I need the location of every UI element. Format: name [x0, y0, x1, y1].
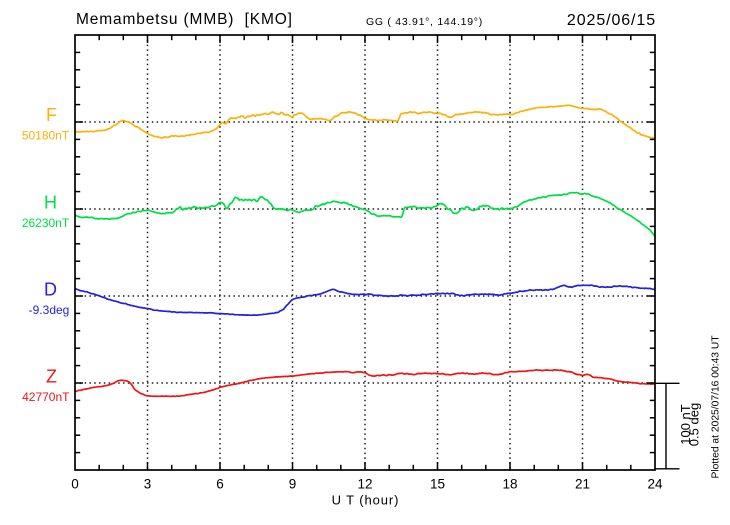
svg-text:15: 15 — [430, 477, 445, 492]
svg-text:21: 21 — [575, 477, 590, 492]
svg-text:18: 18 — [502, 477, 517, 492]
svg-text:12: 12 — [357, 477, 372, 492]
svg-text:Plotted at 2025/07/16 00:43 UT: Plotted at 2025/07/16 00:43 UT — [710, 335, 721, 479]
svg-text:H: H — [44, 193, 57, 213]
svg-text:0.5 deg: 0.5 deg — [687, 403, 702, 446]
svg-text:26230nT: 26230nT — [22, 216, 70, 230]
svg-text:2025/06/15: 2025/06/15 — [567, 12, 656, 29]
svg-text:24: 24 — [647, 477, 663, 492]
svg-text:100 nT: 100 nT — [678, 404, 693, 445]
svg-text:Z: Z — [46, 367, 57, 387]
svg-text:Memambetsu (MMB) [KMO]: Memambetsu (MMB) [KMO] — [76, 11, 293, 28]
svg-text:3: 3 — [144, 477, 152, 492]
svg-text:-9.3deg: -9.3deg — [29, 303, 70, 317]
svg-text:9: 9 — [289, 477, 297, 492]
svg-text:0: 0 — [71, 477, 79, 492]
svg-text:U T (hour): U T (hour) — [332, 493, 400, 508]
svg-text:50180nT: 50180nT — [22, 128, 70, 142]
svg-text:GG ( 43.91°, 144.19°): GG ( 43.91°, 144.19°) — [366, 16, 483, 28]
svg-text:42770nT: 42770nT — [22, 390, 70, 404]
svg-text:6: 6 — [216, 477, 224, 492]
svg-text:D: D — [44, 280, 57, 300]
svg-text:F: F — [46, 105, 57, 125]
